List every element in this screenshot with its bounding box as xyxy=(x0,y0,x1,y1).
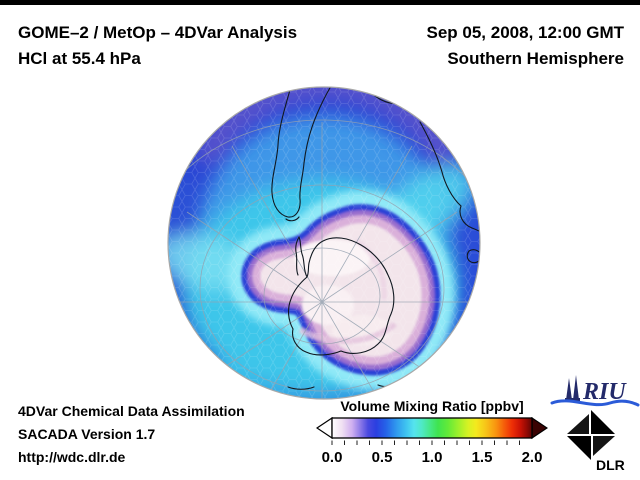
credits-block: 4DVar Chemical Data Assimilation SACADA … xyxy=(18,400,245,469)
colorbar-tick-4: 2.0 xyxy=(521,449,543,466)
plot-date-block: Sep 05, 2008, 12:00 GMT Southern Hemisph… xyxy=(427,20,625,72)
colorbar-gradient-bar xyxy=(316,417,548,445)
dlr-logo-text: DLR xyxy=(596,457,625,472)
hex-grid-texture xyxy=(168,87,480,399)
plot-title-line1: GOME–2 / MetOp – 4DVar Analysis xyxy=(18,23,298,42)
coast-tierra-del-fuego xyxy=(285,216,300,222)
riu-logo: RIU xyxy=(550,375,640,407)
top-black-bar xyxy=(0,0,640,5)
plot-title-block: GOME–2 / MetOp – 4DVar Analysis HCl at 5… xyxy=(18,20,297,72)
colorbar-tick-3: 1.5 xyxy=(471,449,493,466)
colorbar-tick-2: 1.0 xyxy=(421,449,443,466)
plot-date: Sep 05, 2008, 12:00 GMT xyxy=(426,23,625,42)
colorbar-title: Volume Mixing Ratio [ppbv] xyxy=(340,398,524,414)
colorbar-right-arrow-icon xyxy=(531,417,548,440)
credit-url: http://wdc.dlr.de xyxy=(18,449,126,465)
dlr-emblem-icon xyxy=(567,410,615,460)
hemisphere-map xyxy=(158,77,492,409)
coast-tasmania xyxy=(466,249,480,264)
colorbar-tick-labels: 0.0 0.5 1.0 1.5 2.0 xyxy=(316,449,548,467)
coast-antarctica xyxy=(288,237,395,356)
colorbar-left-arrow-icon xyxy=(316,417,333,440)
coast-south-america xyxy=(271,87,332,218)
graticule xyxy=(168,119,480,399)
credit-line2: SACADA Version 1.7 xyxy=(18,426,156,442)
riu-wave-icon xyxy=(550,399,640,407)
coast-australia xyxy=(419,121,480,241)
map-field xyxy=(168,87,480,399)
colorbar-minor-ticks xyxy=(331,440,520,445)
dlr-logo: DLR xyxy=(567,410,625,472)
coast-islands-2 xyxy=(287,386,315,390)
colorbar-tick-0: 0.0 xyxy=(321,449,343,466)
hemisphere-map-svg xyxy=(167,86,481,400)
riu-cathedral-icon xyxy=(565,375,580,402)
credit-line1: 4DVar Chemical Data Assimilation xyxy=(18,403,245,419)
coast-islands-1 xyxy=(195,369,233,374)
plot-region: Southern Hemisphere xyxy=(447,49,624,68)
coast-antarctic-peninsula xyxy=(295,235,308,278)
colorbar-tick-1: 0.5 xyxy=(371,449,393,466)
colorbar: Volume Mixing Ratio [ppbv] xyxy=(316,398,548,467)
globe-rim xyxy=(167,86,481,400)
plot-title-line2: HCl at 55.4 hPa xyxy=(18,49,141,68)
